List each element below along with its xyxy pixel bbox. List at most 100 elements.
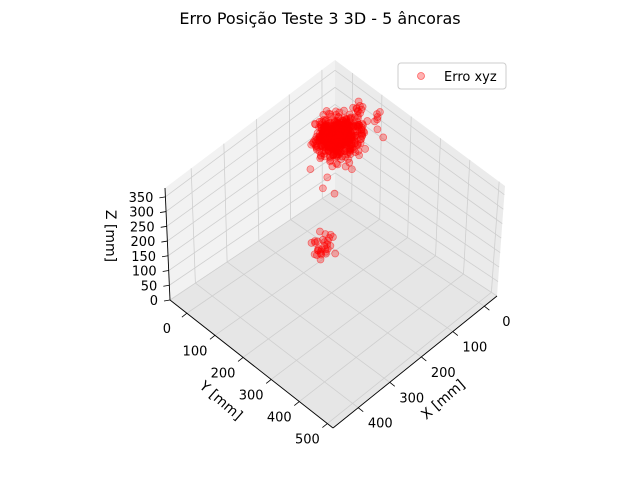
- data-point: [311, 120, 320, 129]
- data-point: [333, 160, 342, 169]
- data-point: [340, 106, 348, 115]
- data-point: [333, 119, 342, 128]
- z-tick-label: 300: [129, 206, 154, 221]
- data-point: [379, 133, 388, 142]
- pane-floor: [170, 190, 497, 428]
- axis-ticks: 0100200300400010020030040050005010015020…: [129, 191, 511, 448]
- data-point: [373, 110, 381, 118]
- data-point: [316, 227, 324, 236]
- data-point: [318, 129, 327, 138]
- y-tick-mark: [181, 312, 188, 318]
- legend-marker: [417, 72, 425, 80]
- data-point: [311, 238, 319, 247]
- grid-line: [167, 121, 336, 242]
- z-tick-mark: [159, 196, 166, 199]
- data-point: [328, 144, 336, 153]
- y-tick-mark: [294, 401, 300, 406]
- z-tick-mark: [161, 255, 169, 258]
- x-tick-label: 100: [462, 341, 487, 356]
- data-point: [363, 117, 372, 125]
- grid-line: [334, 155, 500, 268]
- data-point: [341, 162, 350, 171]
- z-tick-label: 350: [129, 191, 154, 206]
- y-tick-label: 0: [163, 322, 171, 337]
- grid-line: [214, 218, 380, 336]
- z-tick-label: 150: [131, 250, 156, 265]
- grid-line: [190, 168, 196, 284]
- x-tick-mark: [452, 331, 459, 336]
- chart-title: Erro Posição Teste 3 3D - 5 âncoras: [179, 9, 460, 28]
- data-point: [358, 102, 367, 111]
- x-tick-mark: [389, 381, 396, 387]
- data-point: [309, 139, 317, 147]
- data-point: [329, 150, 338, 159]
- y-tick-mark: [265, 379, 272, 384]
- grid-line: [299, 273, 464, 402]
- data-point: [319, 184, 327, 193]
- data-point: [354, 97, 363, 106]
- data-point: [336, 136, 345, 145]
- z-tick-label: 250: [130, 220, 155, 235]
- data-point: [332, 107, 340, 116]
- data-point: [306, 165, 315, 174]
- grid-line: [226, 261, 391, 383]
- grid-line: [322, 198, 485, 307]
- grid-line: [167, 138, 336, 257]
- grid-line: [334, 172, 499, 282]
- data-point: [354, 111, 362, 120]
- legend-box: [397, 62, 507, 90]
- grid-lines: [165, 69, 505, 424]
- data-point: [333, 152, 342, 161]
- grid-line: [186, 200, 352, 314]
- grid-line: [379, 94, 383, 220]
- x-axis-line: [332, 295, 498, 429]
- data-point: [348, 165, 356, 174]
- data-point: [330, 189, 339, 198]
- data-point: [361, 145, 369, 153]
- y-axis-label: Y [mm]: [195, 377, 245, 423]
- grid-line: [165, 69, 336, 198]
- grid-line: [169, 172, 336, 286]
- data-point: [370, 117, 379, 126]
- data-point: [326, 230, 335, 239]
- scatter-points: [306, 97, 388, 264]
- grid-line: [327, 292, 492, 424]
- data-point: [322, 139, 330, 147]
- x-tick-mark: [357, 407, 364, 413]
- grid-line: [242, 237, 408, 358]
- grid-line: [334, 121, 502, 239]
- grid-line: [223, 143, 228, 262]
- y-tick-mark: [237, 357, 244, 362]
- grid-line: [334, 189, 498, 297]
- data-point: [357, 126, 366, 134]
- data-point: [323, 173, 332, 182]
- grid-line: [270, 255, 436, 380]
- y-tick-mark: [209, 334, 216, 340]
- x-axis-label: X [mm]: [418, 377, 468, 423]
- data-point: [343, 122, 352, 131]
- y-tick-label: 500: [295, 433, 320, 448]
- data-point: [323, 245, 332, 253]
- data-point: [316, 151, 325, 160]
- data-point: [355, 151, 363, 160]
- data-point: [348, 136, 356, 145]
- z-tick-mark: [160, 225, 167, 228]
- legend: Erro xyz: [397, 62, 507, 90]
- data-point: [358, 123, 366, 132]
- grid-line: [165, 87, 336, 212]
- y-tick-label: 200: [211, 366, 236, 381]
- z-tick-mark: [159, 211, 167, 213]
- data-point: [351, 129, 359, 137]
- data-point: [354, 141, 362, 149]
- grid-line: [290, 219, 454, 332]
- data-point: [347, 113, 355, 122]
- data-point: [310, 250, 319, 259]
- x-tick-label: 300: [399, 391, 424, 406]
- y-tick-mark: [322, 423, 328, 428]
- grid-line: [169, 189, 336, 301]
- data-point: [337, 130, 345, 138]
- data-point: [373, 125, 382, 134]
- data-point: [324, 122, 333, 131]
- axis-lines: [164, 187, 498, 429]
